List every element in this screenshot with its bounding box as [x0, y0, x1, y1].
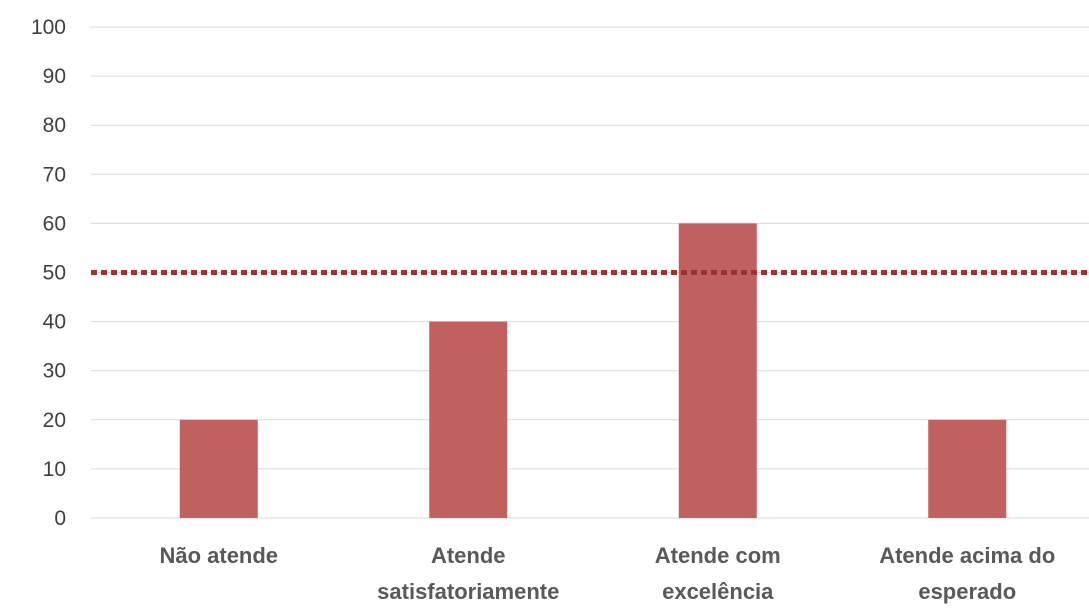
- y-tick-label: 80: [43, 114, 66, 137]
- y-tick-label: 10: [43, 458, 66, 481]
- y-tick-label: 100: [31, 16, 66, 39]
- y-axis-tick-labels: 0 10 20 30 40 50 60 70 80 90 100: [31, 16, 66, 530]
- category-label-line: esperado: [918, 579, 1016, 604]
- category-label: Atende satisfatoriamente: [377, 543, 559, 604]
- category-label-line: Atende: [431, 543, 506, 568]
- bar: [429, 321, 508, 518]
- bar: [678, 223, 757, 518]
- y-tick-label: 30: [43, 360, 66, 383]
- bar: [928, 419, 1007, 518]
- y-tick-label: 90: [43, 65, 66, 88]
- category-label-line: Não atende: [159, 543, 278, 568]
- y-tick-label: 40: [43, 311, 66, 334]
- category-label: Atende acima do esperado: [879, 543, 1055, 604]
- category-label-line: Atende acima do: [879, 543, 1055, 568]
- category-label: Não atende: [159, 543, 278, 568]
- y-tick-label: 0: [54, 507, 66, 530]
- category-label: Atende com excelência: [655, 543, 781, 604]
- x-axis-category-labels: Não atende Atende satisfatoriamente Atende …: [159, 543, 1055, 604]
- category-label-line: satisfatoriamente: [377, 579, 559, 604]
- y-tick-label: 50: [43, 262, 66, 285]
- y-tick-label: 60: [43, 212, 66, 235]
- category-label-line: excelência: [662, 579, 774, 604]
- category-label-line: Atende com: [655, 543, 781, 568]
- y-tick-label: 70: [43, 163, 66, 186]
- bars: [179, 223, 1007, 518]
- bar: [179, 419, 258, 518]
- y-tick-label: 20: [43, 409, 66, 432]
